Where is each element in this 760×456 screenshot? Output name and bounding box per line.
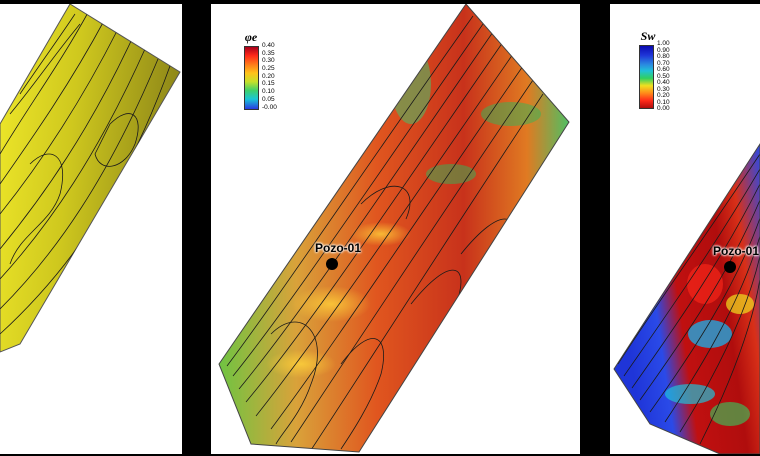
well-marker [724, 261, 736, 273]
saturation-legend: Sw 1.00 0.90 0.80 0.70 0.60 0.50 0.40 0.… [639, 30, 689, 120]
saturation-legend-ticks: 1.00 0.90 0.80 0.70 0.60 0.50 0.40 0.30 … [657, 40, 670, 111]
saturation-tick: 1.00 [657, 40, 670, 47]
porosity-tick: 0.05 [262, 95, 275, 103]
saturation-tick: 0.90 [657, 46, 670, 54]
well-label: Pozo-01 [713, 244, 760, 258]
porosity-legend-ticks: 0.40 0.35 0.30 0.25 0.20 0.15 0.10 0.05 … [262, 42, 277, 111]
porosity-colorbar [244, 46, 259, 110]
saturation-tick: 0.70 [657, 59, 670, 67]
saturation-tick: 0.50 [657, 72, 670, 80]
saturation-tick: 0.60 [657, 66, 670, 73]
saturation-contours [617, 153, 760, 445]
saturation-tick: 0.10 [657, 98, 670, 106]
porosity-tick: 0.15 [262, 80, 275, 88]
porosity-legend-symbol: φe [244, 30, 258, 44]
porosity-tick: 0.30 [262, 57, 275, 65]
saturation-surface [614, 144, 760, 454]
porosity-tick: 0.35 [262, 49, 275, 57]
saturation-map [613, 143, 760, 454]
porosity-tick: 0.40 [262, 42, 275, 49]
well-label: Pozo-01 [315, 241, 362, 255]
porosity-map [218, 4, 570, 453]
saturation-tick: 0.30 [657, 85, 670, 93]
saturation-tick: 0.80 [657, 53, 670, 60]
saturation-tick: 0.00 [657, 105, 670, 112]
well-marker [326, 258, 338, 270]
porosity-tick: 0.10 [262, 88, 275, 96]
structure-map [0, 4, 181, 353]
saturation-colorbar [639, 45, 654, 109]
structure-map-panel [0, 4, 182, 454]
saturation-tick: 0.40 [657, 79, 670, 86]
porosity-tick: 0.25 [262, 65, 275, 73]
saturation-legend-symbol: Sw [640, 29, 656, 43]
structure-surface [0, 4, 181, 353]
porosity-tick: -0.00 [262, 103, 277, 111]
saturation-map-panel: Sw 1.00 0.90 0.80 0.70 0.60 0.50 0.40 0.… [610, 4, 760, 454]
porosity-legend: φe 0.40 0.35 0.30 0.25 0.20 0.15 0.10 0.… [244, 31, 294, 121]
porosity-map-panel: φe 0.40 0.35 0.30 0.25 0.20 0.15 0.10 0.… [211, 4, 580, 454]
saturation-tick: 0.20 [657, 92, 670, 99]
porosity-tick: 0.20 [262, 72, 275, 80]
